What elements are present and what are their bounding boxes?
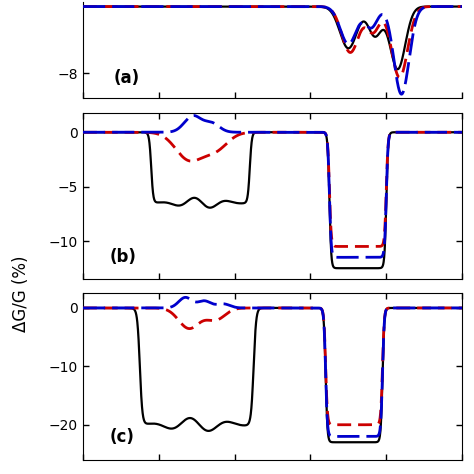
Text: (b): (b) [109, 248, 137, 266]
Text: (c): (c) [109, 428, 134, 447]
Text: (a): (a) [113, 69, 139, 87]
Text: ΔG/G (%): ΔG/G (%) [12, 255, 30, 332]
